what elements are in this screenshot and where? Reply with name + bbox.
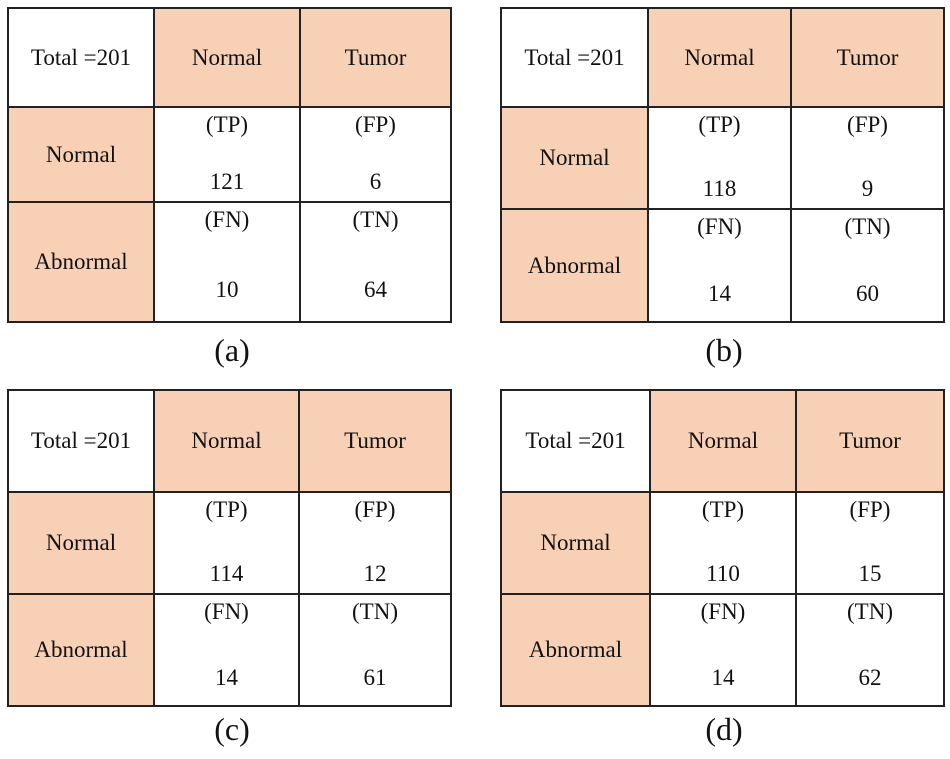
cell-value: 6	[369, 169, 382, 194]
cell-value: 60	[856, 281, 879, 306]
panel-caption: (a)	[214, 332, 250, 368]
cell-value: 118	[702, 176, 737, 201]
row-header-normal: Normal	[7, 106, 155, 203]
cell-tag: (TN)	[352, 207, 399, 232]
cell-fp: (FP) 12	[298, 491, 452, 595]
cell-tag: (FN)	[697, 214, 742, 239]
cell-fn: (FN) 10	[153, 201, 301, 323]
cell-value: 114	[209, 561, 244, 586]
total-label: Total =201	[500, 7, 649, 108]
cell-tag: (FP)	[354, 497, 396, 522]
col-header-normal: Normal	[649, 389, 797, 493]
panel-c: Total =201 Normal Tumor Normal (TP) 114 (…	[7, 389, 452, 759]
cell-tn: (TN) 64	[299, 201, 452, 323]
cell-tp: (TP) 110	[649, 491, 797, 595]
cell-tag: (TN)	[352, 599, 398, 624]
cell-tag: (TP)	[205, 497, 248, 522]
panel-caption: (b)	[705, 332, 743, 368]
row-header-abnormal: Abnormal	[500, 593, 651, 707]
col-header-tumor: Tumor	[795, 389, 945, 493]
row-header-abnormal: Abnormal	[7, 593, 155, 707]
cell-fp: (FP) 9	[790, 106, 945, 210]
panel-caption: (d)	[705, 711, 743, 747]
cell-tag: (TP)	[205, 112, 249, 137]
cell-fp: (FP) 6	[299, 106, 452, 203]
confusion-matrix: Total =201 Normal Tumor Normal (TP) 114 (…	[7, 389, 452, 707]
cell-value: 14	[711, 665, 735, 690]
confusion-matrix: Total =201 Normal Tumor Normal (TP) 110 (…	[500, 389, 945, 707]
col-header-normal: Normal	[647, 7, 792, 108]
row-header-abnormal: Abnormal	[500, 208, 649, 323]
cell-value: 14	[215, 665, 238, 690]
cell-tag: (FN)	[204, 599, 249, 624]
cell-tn: (TN) 62	[795, 593, 945, 707]
confusion-matrix: Total =201 Normal Tumor Normal (TP) 118 (…	[500, 7, 945, 323]
cell-value: 12	[363, 561, 387, 586]
confusion-matrix: Total =201 Normal Tumor Normal (TP) 121 (…	[7, 7, 452, 323]
cell-tag: (TN)	[844, 214, 891, 239]
cell-value: 61	[363, 665, 387, 690]
panel-d: Total =201 Normal Tumor Normal (TP) 110 (…	[500, 389, 945, 759]
cell-value: 62	[858, 665, 882, 690]
cell-tag: (TP)	[701, 497, 745, 522]
col-header-tumor: Tumor	[790, 7, 945, 108]
cell-tag: (FP)	[847, 112, 888, 137]
cell-value: 110	[706, 561, 740, 586]
total-label: Total =201	[7, 389, 155, 493]
cell-value: 64	[364, 277, 387, 302]
col-header-tumor: Tumor	[298, 389, 452, 493]
cell-tp: (TP) 118	[647, 106, 792, 210]
cell-tp: (TP) 121	[153, 106, 301, 203]
cell-tag: (FP)	[849, 497, 891, 522]
cell-tn: (TN) 60	[790, 208, 945, 323]
panel-b: Total =201 Normal Tumor Normal (TP) 118 (…	[500, 7, 945, 377]
total-label: Total =201	[7, 7, 155, 108]
cell-tp: (TP) 114	[153, 491, 300, 595]
cell-value: 15	[858, 561, 882, 586]
cell-value: 121	[209, 169, 245, 194]
cell-tag: (TP)	[698, 112, 741, 137]
total-label: Total =201	[500, 389, 651, 493]
cell-fn: (FN) 14	[647, 208, 792, 323]
cell-tag: (FN)	[204, 207, 250, 232]
cell-value: 14	[708, 281, 731, 306]
cell-value: 10	[215, 277, 239, 302]
cell-fp: (FP) 15	[795, 491, 945, 595]
col-header-normal: Normal	[153, 7, 301, 108]
cell-value: 9	[861, 176, 874, 201]
panel-caption: (c)	[214, 711, 250, 747]
col-header-normal: Normal	[153, 389, 300, 493]
cell-tn: (TN) 61	[298, 593, 452, 707]
cell-tag: (FP)	[355, 112, 396, 137]
row-header-normal: Normal	[500, 106, 649, 210]
cell-tag: (FN)	[700, 599, 746, 624]
panel-a: Total =201 Normal Tumor Normal (TP) 121 (…	[7, 7, 452, 377]
col-header-tumor: Tumor	[299, 7, 452, 108]
row-header-normal: Normal	[7, 491, 155, 595]
cell-tag: (TN)	[847, 599, 893, 624]
row-header-normal: Normal	[500, 491, 651, 595]
cell-fn: (FN) 14	[649, 593, 797, 707]
cell-fn: (FN) 14	[153, 593, 300, 707]
row-header-abnormal: Abnormal	[7, 201, 155, 323]
